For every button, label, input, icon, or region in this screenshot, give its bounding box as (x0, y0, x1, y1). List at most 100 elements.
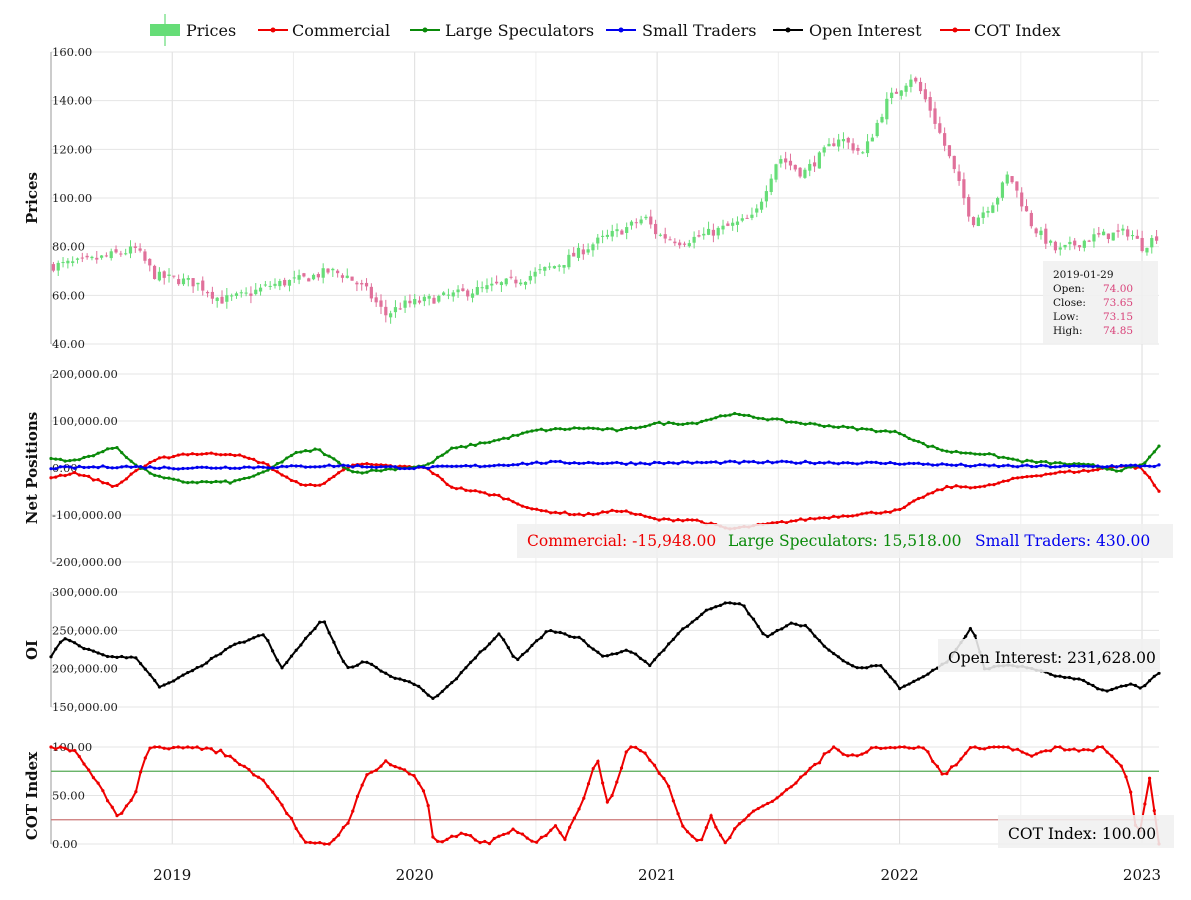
data-point (204, 746, 209, 750)
candle (278, 281, 282, 287)
data-point (1006, 745, 1010, 749)
data-point (313, 841, 317, 845)
data-point (124, 804, 129, 808)
data-point (223, 465, 228, 469)
data-point (138, 770, 143, 774)
data-point (223, 453, 228, 457)
data-point (808, 516, 812, 521)
candle (634, 222, 638, 224)
data-point (634, 745, 638, 749)
legend-item-commercial: Commercial (292, 21, 390, 40)
candle (148, 258, 152, 266)
data-point (351, 470, 355, 474)
legend-swatch-dot (422, 27, 428, 33)
candle (851, 143, 855, 151)
candle (605, 234, 610, 237)
data-point (1086, 748, 1090, 752)
data-point (553, 630, 558, 634)
data-point (1058, 461, 1062, 465)
candle (716, 227, 720, 236)
data-point (351, 665, 355, 669)
data-point (478, 465, 482, 469)
candle (172, 275, 176, 277)
data-point (827, 516, 831, 520)
candle (442, 292, 446, 295)
candle (364, 282, 369, 287)
data-point (355, 463, 360, 467)
price-tooltip-date: 2019-01-29 (1053, 269, 1114, 281)
data-point (450, 834, 454, 838)
data-point (756, 416, 760, 420)
data-point (153, 678, 157, 683)
y-tick-label: 160.00 (52, 45, 92, 59)
candle (1034, 228, 1038, 234)
data-point (101, 481, 105, 485)
data-point (770, 461, 774, 465)
data-point (289, 478, 294, 483)
data-point (308, 482, 312, 487)
data-point (926, 750, 930, 754)
data-point (586, 511, 591, 516)
data-point (1006, 479, 1010, 483)
candle (1073, 240, 1077, 246)
candle (258, 287, 263, 292)
data-point (1039, 750, 1043, 754)
candle (1024, 206, 1029, 212)
data-point (723, 841, 727, 845)
candle (991, 205, 995, 213)
candle (287, 279, 292, 286)
candle (109, 251, 113, 259)
legend: Prices Commercial Large Speculators Small T… (150, 14, 1060, 46)
candle (143, 251, 147, 261)
candle (552, 266, 557, 269)
candle (798, 167, 802, 177)
data-point (813, 462, 817, 466)
data-point (624, 426, 628, 430)
data-point (822, 644, 826, 648)
candle (413, 298, 417, 305)
candle (952, 155, 956, 170)
data-point (148, 673, 152, 677)
data-point (1077, 470, 1081, 474)
data-point (143, 466, 147, 470)
data-point (308, 840, 312, 845)
data-point (1152, 483, 1156, 487)
y-tick-label: 80.00 (52, 240, 85, 254)
data-point (681, 460, 685, 464)
data-point (657, 771, 661, 775)
data-point (1048, 462, 1053, 466)
data-point (200, 747, 204, 751)
data-point (577, 635, 581, 639)
data-point (450, 485, 454, 489)
candle (1102, 231, 1106, 236)
data-point (879, 746, 883, 751)
data-point (775, 460, 779, 464)
data-point (54, 747, 58, 751)
data-point (799, 421, 803, 425)
data-point (487, 642, 492, 646)
data-point (379, 669, 383, 673)
data-point (520, 832, 525, 836)
candle (668, 239, 672, 241)
data-point (879, 429, 883, 433)
candle (403, 300, 407, 308)
data-point (516, 830, 520, 835)
data-point (931, 491, 935, 495)
data-point (200, 465, 204, 469)
data-point (1015, 465, 1020, 469)
data-point (332, 640, 336, 644)
data-point (601, 428, 605, 432)
data-point (1091, 468, 1095, 472)
data-point (619, 427, 624, 432)
data-point (652, 460, 657, 464)
price-tooltip-low-label: Low: (1053, 311, 1079, 323)
data-point (266, 785, 270, 789)
data-point (341, 659, 345, 663)
data-point (487, 842, 492, 846)
data-point (902, 745, 906, 749)
data-point (544, 630, 548, 634)
data-point (1143, 461, 1147, 465)
data-point (1119, 469, 1123, 473)
data-point (393, 676, 397, 680)
data-point (832, 745, 836, 749)
